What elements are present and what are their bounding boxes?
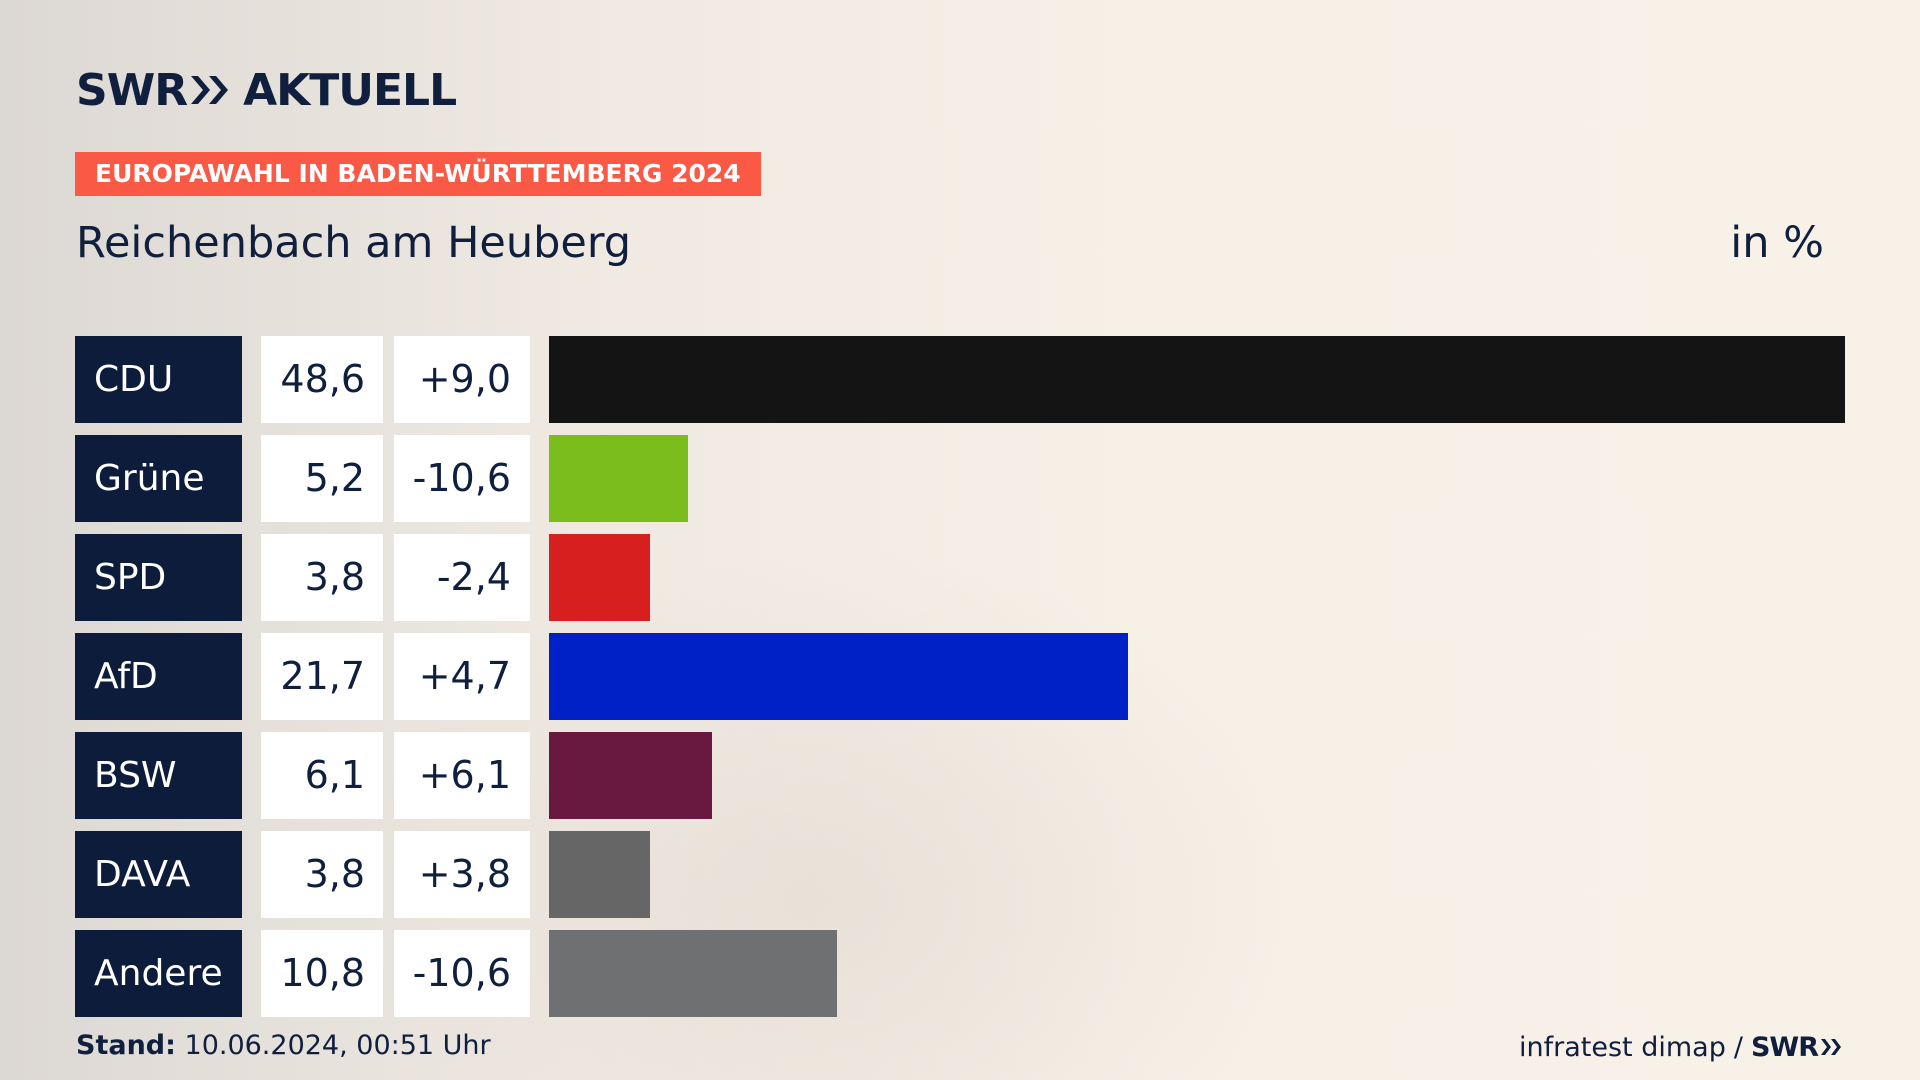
logo-aktuell-text: AKTUELL — [243, 64, 457, 116]
change-label: -10,6 — [394, 930, 530, 1017]
vote-share-label: 48,6 — [261, 336, 383, 423]
bar-afd — [549, 633, 1128, 720]
change-label: +6,1 — [394, 732, 530, 819]
logo-swr-text: SWR — [76, 64, 188, 116]
change-label: +3,8 — [394, 831, 530, 918]
election-kicker: EUROPAWAHL IN BADEN-WÜRTTEMBERG 2024 — [75, 152, 761, 196]
chart-title: Reichenbach am Heuberg — [76, 218, 632, 268]
vote-share-label: 3,8 — [261, 831, 383, 918]
stand-value: 10.06.2024, 00:51 Uhr — [184, 1030, 491, 1061]
vote-share-label: 3,8 — [261, 534, 383, 621]
vote-share-label: 5,2 — [261, 435, 383, 522]
result-row: Grüne 5,2 -10,6 — [0, 435, 1920, 522]
party-label: CDU — [75, 336, 242, 423]
result-row: CDU 48,6 +9,0 — [0, 336, 1920, 423]
swr-small-logo: SWR — [1751, 1032, 1844, 1063]
change-label: -10,6 — [394, 435, 530, 522]
party-label: Grüne — [75, 435, 242, 522]
result-row: BSW 6,1 +6,1 — [0, 732, 1920, 819]
swr-small-text: SWR — [1750, 1031, 1819, 1063]
result-row: AfD 21,7 +4,7 — [0, 633, 1920, 720]
bar-grüne — [549, 435, 688, 522]
source-separator: / — [1733, 1031, 1743, 1063]
unit-label: in % — [1730, 218, 1824, 268]
result-row: DAVA 3,8 +3,8 — [0, 831, 1920, 918]
bar-spd — [549, 534, 650, 621]
party-label: SPD — [75, 534, 242, 621]
stand-label: Stand: — [76, 1030, 176, 1061]
bar-bsw — [549, 732, 712, 819]
source-name: infratest dimap — [1519, 1031, 1726, 1063]
source-credit: infratest dimap / SWR — [1519, 1030, 1844, 1064]
vote-share-label: 6,1 — [261, 732, 383, 819]
bar-cdu — [549, 336, 1845, 423]
vote-share-label: 21,7 — [261, 633, 383, 720]
swr-aktuell-logo: SWR AKTUELL — [76, 64, 457, 116]
vote-share-label: 10,8 — [261, 930, 383, 1017]
party-label: Andere — [75, 930, 242, 1017]
double-chevron-right-icon — [191, 76, 229, 104]
change-label: +9,0 — [394, 336, 530, 423]
bar-dava — [549, 831, 650, 918]
party-label: DAVA — [75, 831, 242, 918]
party-label: BSW — [75, 732, 242, 819]
change-label: +4,7 — [394, 633, 530, 720]
change-label: -2,4 — [394, 534, 530, 621]
result-row: Andere 10,8 -10,6 — [0, 930, 1920, 1017]
timestamp: Stand: 10.06.2024, 00:51 Uhr — [76, 1030, 491, 1061]
bar-andere — [549, 930, 837, 1017]
party-label: AfD — [75, 633, 242, 720]
double-chevron-right-small-icon — [1821, 1039, 1841, 1055]
result-row: SPD 3,8 -2,4 — [0, 534, 1920, 621]
